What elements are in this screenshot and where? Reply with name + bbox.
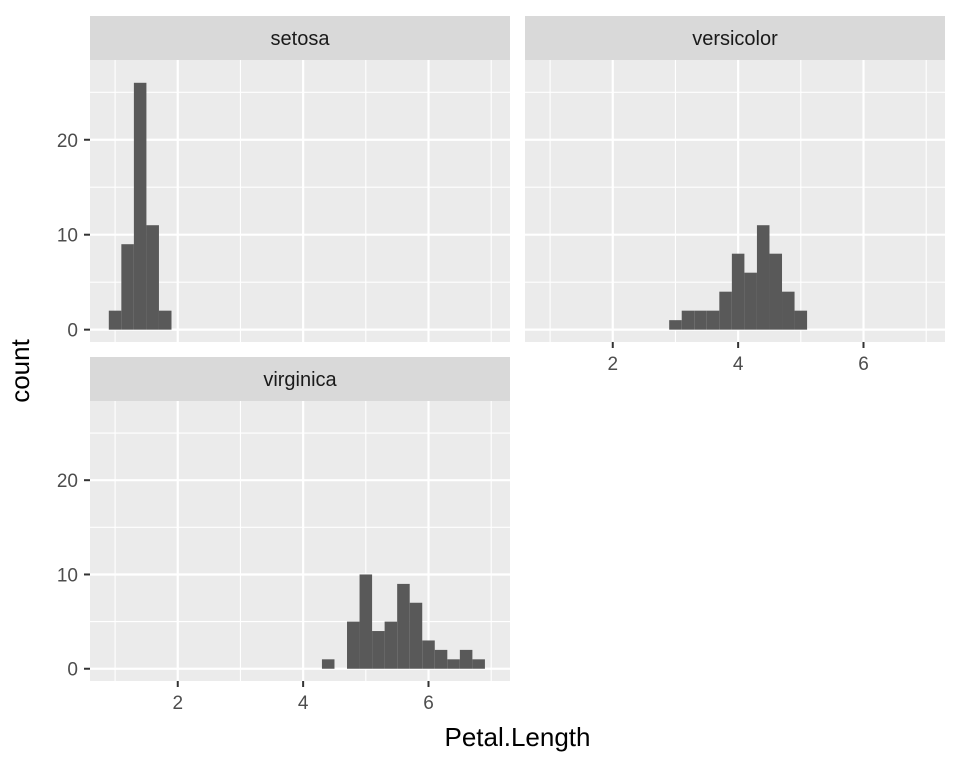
x-tick-label: 6 — [858, 354, 869, 375]
histogram-bar — [459, 649, 473, 669]
histogram-bar — [769, 253, 783, 330]
histogram-bar — [756, 225, 770, 330]
histogram-bar — [321, 659, 335, 669]
facet-panel-setosa: setosa 0 10 20 — [57, 16, 510, 342]
facet-strip-label: virginica — [263, 369, 337, 391]
histogram-bar — [133, 82, 147, 330]
facet-strip — [90, 16, 510, 60]
histogram-bar — [782, 291, 795, 330]
histogram-bar — [158, 310, 172, 330]
facet-strip-label: versicolor — [692, 28, 778, 50]
x-axis-title: Petal.Length — [444, 722, 590, 752]
y-tick-label: 20 — [57, 131, 78, 152]
histogram-bar — [681, 310, 695, 330]
y-tick-label: 10 — [57, 565, 78, 586]
x-tick-label: 2 — [172, 693, 183, 714]
y-tick-label: 10 — [57, 226, 78, 247]
histogram-bar — [372, 631, 385, 669]
histogram-bar — [359, 574, 373, 669]
y-tick-label: 0 — [67, 321, 78, 342]
y-axis-title: count — [5, 338, 35, 402]
y-tick-label: 20 — [57, 471, 78, 492]
facet-strip-label: setosa — [271, 28, 331, 50]
histogram-bar — [472, 659, 485, 669]
facet-strip — [525, 16, 945, 60]
histogram-bar — [669, 320, 682, 330]
histogram-bar — [121, 244, 134, 330]
histogram-bar — [694, 310, 707, 330]
histogram-bar — [794, 310, 808, 330]
histogram-bar — [422, 640, 435, 669]
histogram-bar — [744, 272, 757, 330]
histogram-bar — [108, 310, 122, 330]
histogram-bar — [384, 621, 398, 669]
y-tick-label: 0 — [67, 660, 78, 681]
x-tick-label: 2 — [607, 354, 618, 375]
facet-panels: setosa 0 10 20 versicolor 2 4 6 virginica 0 10 20 2 4… — [57, 16, 945, 714]
histogram-bar — [731, 253, 745, 330]
facet-panel-virginica: virginica 0 10 20 2 4 6 — [57, 357, 510, 714]
histogram-bar — [706, 310, 720, 330]
x-tick-label: 4 — [298, 693, 309, 714]
histogram-bar — [409, 602, 423, 669]
histogram-bar — [434, 649, 448, 669]
histogram-bar — [397, 583, 410, 669]
x-tick-label: 6 — [423, 693, 434, 714]
plot-background — [90, 401, 510, 681]
x-tick-label: 4 — [733, 354, 744, 375]
histogram-bar — [146, 225, 159, 330]
histogram-bar — [347, 621, 360, 669]
histogram-bar — [447, 659, 460, 669]
plot-background — [90, 60, 510, 342]
facet-panel-versicolor: versicolor 2 4 6 — [525, 16, 945, 375]
facet-strip — [90, 357, 510, 401]
histogram-bar — [719, 291, 732, 330]
